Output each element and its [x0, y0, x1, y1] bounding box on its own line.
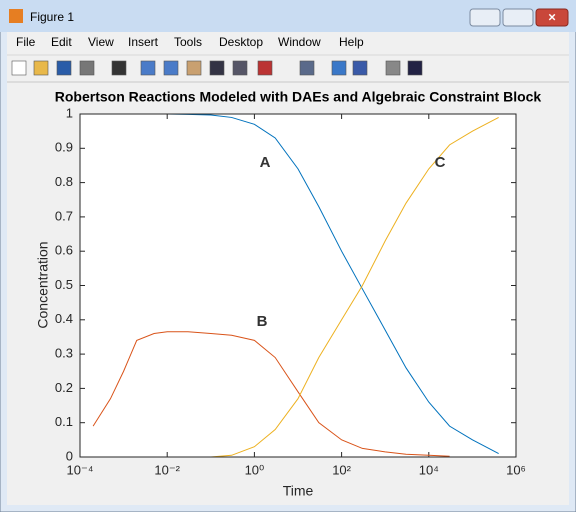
- y-tick-label: 1: [66, 105, 73, 120]
- toolbar-button[interactable]: [163, 60, 179, 76]
- menu-bar: File Edit View Insert Tools Desktop Window Help: [16, 35, 364, 49]
- close-glyph: ×: [548, 9, 556, 24]
- axes-box: [79, 113, 517, 458]
- y-tick-label: 0.4: [55, 311, 73, 326]
- toolbar-button[interactable]: [352, 60, 368, 76]
- menu-item[interactable]: Insert: [128, 35, 159, 49]
- maximize-button[interactable]: [502, 8, 534, 27]
- y-tick-label: 0.9: [55, 140, 73, 155]
- y-axis-label: Concentration: [35, 241, 51, 328]
- y-tick-label: 0.8: [55, 174, 73, 189]
- toolbar-button[interactable]: [232, 60, 248, 76]
- toolbar-button[interactable]: [299, 60, 315, 76]
- y-tick-label: 0.2: [55, 380, 73, 395]
- toolbar-button[interactable]: [385, 60, 401, 76]
- minimize-button[interactable]: [469, 8, 501, 27]
- x-tick-label: 10⁴: [419, 462, 439, 477]
- series-label: A: [260, 154, 271, 171]
- menu-item[interactable]: View: [88, 35, 114, 49]
- y-tick-label: 0.6: [55, 243, 73, 258]
- toolbar-button[interactable]: [257, 60, 273, 76]
- menu-item[interactable]: Help: [339, 35, 364, 49]
- menu-item[interactable]: Edit: [51, 35, 72, 49]
- toolbar-button[interactable]: [331, 60, 347, 76]
- series-label: C: [435, 154, 446, 171]
- y-tick-label: 0.7: [55, 208, 73, 223]
- x-tick-label: 10⁻²: [154, 462, 180, 477]
- toolbar-button[interactable]: [209, 60, 225, 76]
- toolbar-button[interactable]: [140, 60, 156, 76]
- y-tick-label: 0.3: [55, 346, 73, 361]
- toolbar-button[interactable]: [79, 60, 95, 76]
- x-tick-label: 10²: [332, 462, 351, 477]
- x-tick-label: 10⁰: [245, 462, 265, 477]
- series-line: [92, 331, 450, 457]
- toolbar-button[interactable]: [111, 60, 127, 76]
- toolbar-button[interactable]: [56, 60, 72, 76]
- x-tick-label: 10⁶: [506, 462, 526, 477]
- menu-item[interactable]: File: [16, 35, 36, 49]
- x-tick-label: 10⁻⁴: [67, 462, 94, 477]
- menu-item[interactable]: Tools: [174, 35, 202, 49]
- menu-item[interactable]: Window: [278, 35, 321, 49]
- close-button[interactable]: [535, 8, 569, 27]
- toolbar: [11, 60, 423, 76]
- chart-title: Robertson Reactions Modeled with DAEs an…: [55, 89, 542, 105]
- toolbar-button[interactable]: [33, 60, 49, 76]
- y-tick-label: 0.5: [55, 277, 73, 292]
- y-tick-label: 0.1: [55, 414, 73, 429]
- toolbar-button[interactable]: [407, 60, 423, 76]
- app-icon: [9, 9, 23, 23]
- series-label: B: [257, 313, 268, 330]
- series-line: [210, 116, 499, 458]
- toolbar-button[interactable]: [11, 60, 27, 76]
- toolbar-button[interactable]: [186, 60, 202, 76]
- menu-item[interactable]: Desktop: [219, 35, 263, 49]
- y-tick-label: 0: [66, 448, 73, 463]
- plot-area: [80, 114, 516, 457]
- x-axis-label: Time: [283, 483, 314, 499]
- window-title: Figure 1: [30, 10, 74, 24]
